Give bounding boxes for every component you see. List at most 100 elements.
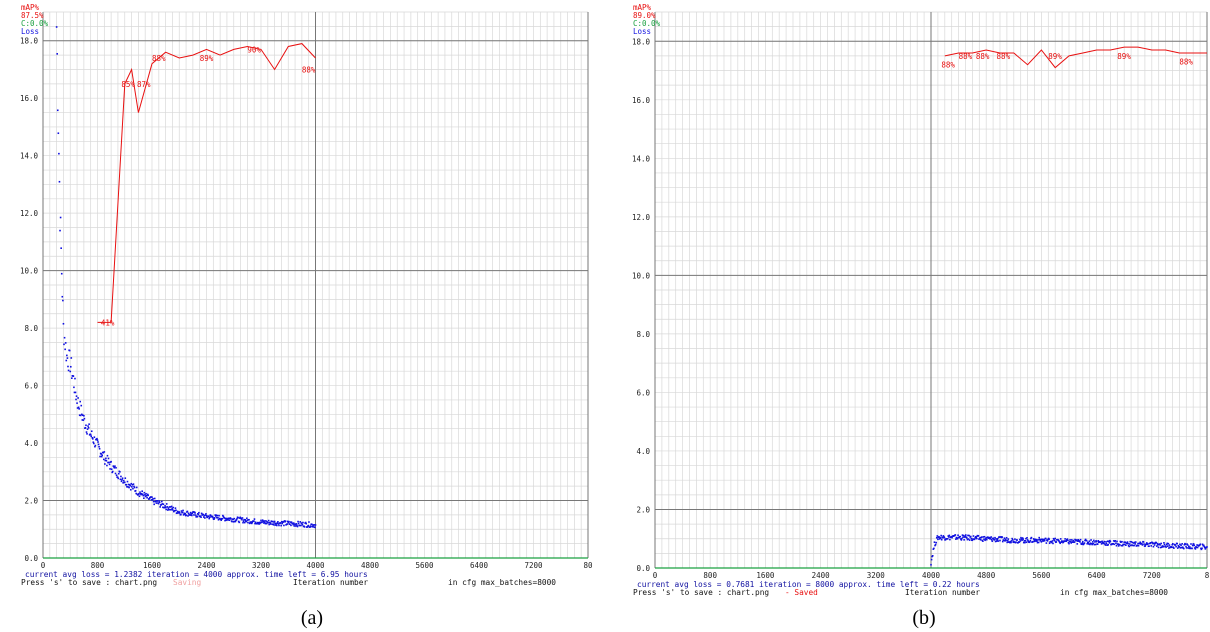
loss-point [942,535,945,537]
loss-point [129,488,132,491]
loss-point [275,523,278,525]
loss-point [292,522,295,524]
x-tick-label: 7200 [1143,571,1162,580]
loss-point [1160,542,1162,545]
loss-point [991,540,994,542]
loss-point [1067,539,1069,542]
loss-point [204,514,207,516]
loss-point [290,521,293,523]
x-tick-label: 4800 [361,561,380,570]
loss-point [1178,545,1181,548]
loss-point [976,537,978,540]
loss-point [1189,546,1191,548]
loss-point [190,514,193,517]
loss-point [234,520,237,523]
loss-point [108,461,110,464]
loss-point [1038,536,1040,539]
loss-point [1077,539,1080,541]
loss-point [273,522,275,524]
loss-point [1179,547,1182,549]
x-tick-label: 8 [1205,571,1210,580]
loss-point [1151,541,1154,544]
loss-point [1146,542,1148,544]
loss-point [311,525,314,527]
x-axis-label: Iteration number [905,588,980,597]
cfg-line: in cfg max_batches=8000 [1060,588,1168,597]
loss-point [286,520,289,523]
loss-point [1006,541,1008,544]
loss-point [186,510,189,513]
loss-point [974,537,976,539]
loss-point [956,537,959,540]
loss-point [1070,542,1073,544]
loss-point [943,535,945,538]
loss-point [184,512,187,515]
loss-point [75,395,78,397]
loss-point [66,354,68,357]
loss-point [989,537,992,539]
loss-point [135,486,138,489]
loss-point [997,540,1000,542]
loss-point [200,512,203,515]
x-tick-label: 4000 [306,561,325,570]
loss-point [1193,544,1196,547]
loss-point [98,445,100,448]
loss-point [1199,543,1202,546]
loss-point [1058,541,1061,544]
loss-point [56,109,59,112]
loss-point [123,481,126,484]
loss-point [963,536,966,538]
loss-point [224,519,226,522]
loss-point [1057,539,1060,542]
loss-point [960,538,962,540]
loss-point [292,523,294,526]
x-tick-label: 0 [653,571,658,580]
loss-point [1075,539,1078,541]
loss-point [144,494,146,496]
loss-point [140,493,142,496]
loss-point [217,517,219,519]
loss-point [155,500,157,502]
loss-point [270,523,272,525]
loss-point [127,483,130,486]
loss-point [977,534,980,537]
loss-point [55,26,58,28]
map-data-label: 41% [101,318,115,327]
loss-point [1042,540,1045,542]
loss-point [1184,543,1187,545]
loss-point [171,509,174,511]
status-line: current avg loss = 1.2382 iteration = 40… [25,570,368,579]
loss-point [1147,543,1149,545]
loss-point [935,536,938,539]
loss-point [289,523,291,526]
loss-point [1109,539,1111,542]
loss-point [302,521,304,524]
loss-point [93,436,96,438]
loss-point [1128,543,1131,545]
y-tick-label: 18.0 [632,37,651,46]
loss-point [1134,541,1137,543]
loss-point [1048,542,1051,545]
loss-point [1063,540,1066,543]
loss-point [88,423,90,425]
loss-point [251,521,254,524]
loss-point [1165,546,1167,548]
loss-point [70,357,73,359]
loss-point [90,430,93,433]
loss-point [1188,547,1191,550]
loss-point [1010,540,1013,542]
loss-point [1003,539,1005,542]
loss-point [1040,538,1042,541]
loss-point [1104,544,1107,546]
loss-point [1053,539,1056,542]
loss-point [938,535,940,538]
loss-point [310,523,313,525]
loss-point [1196,546,1199,549]
loss-point [1025,541,1028,544]
loss-point [1131,544,1133,546]
loss-point [940,534,942,537]
loss-point [1005,536,1008,539]
loss-point [1179,543,1181,546]
x-tick-label: 0 [41,561,46,570]
x-tick-label: 6400 [470,561,489,570]
